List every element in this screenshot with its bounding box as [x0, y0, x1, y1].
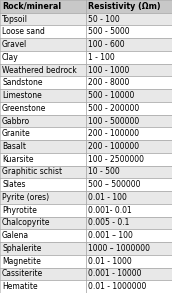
Bar [0, 13, 86, 25]
Bar [86, 166, 172, 178]
Bar [86, 280, 172, 293]
Bar [86, 38, 172, 51]
Bar [0, 25, 86, 38]
Bar [0, 255, 86, 268]
Text: Hematite: Hematite [2, 282, 38, 291]
Text: 0.01 - 1000: 0.01 - 1000 [88, 257, 132, 266]
Bar [0, 127, 86, 140]
Bar [86, 140, 172, 153]
Text: Granite: Granite [2, 129, 31, 138]
Text: Gabbro: Gabbro [2, 117, 30, 125]
Bar [0, 0, 86, 13]
Bar [0, 38, 86, 51]
Bar [0, 204, 86, 217]
Bar [86, 268, 172, 280]
Bar [0, 153, 86, 166]
Text: 0.001 – 100: 0.001 – 100 [88, 231, 133, 240]
Text: 0.01 - 100: 0.01 - 100 [88, 193, 127, 202]
Text: Chalcopyrite: Chalcopyrite [2, 219, 51, 227]
Text: Galena: Galena [2, 231, 29, 240]
Bar [0, 191, 86, 204]
Text: 50 - 100: 50 - 100 [88, 15, 120, 24]
Text: 10 - 500: 10 - 500 [88, 168, 120, 176]
Text: 200 - 100000: 200 - 100000 [88, 129, 139, 138]
Bar [0, 76, 86, 89]
Bar [86, 153, 172, 166]
Text: Topsoil: Topsoil [2, 15, 28, 24]
Text: Gravel: Gravel [2, 40, 27, 49]
Bar [86, 102, 172, 115]
Text: 1000 – 1000000: 1000 – 1000000 [88, 244, 150, 253]
Text: Kuarsite: Kuarsite [2, 155, 34, 164]
Text: Loose sand: Loose sand [2, 27, 45, 36]
Text: 200 - 100000: 200 - 100000 [88, 142, 139, 151]
Text: 0.001 - 10000: 0.001 - 10000 [88, 269, 142, 278]
Bar [86, 76, 172, 89]
Text: Graphitic schist: Graphitic schist [2, 168, 62, 176]
Text: Pyrite (ores): Pyrite (ores) [2, 193, 49, 202]
Text: 200 - 8000: 200 - 8000 [88, 78, 130, 87]
Text: Magnetite: Magnetite [2, 257, 41, 266]
Bar [0, 178, 86, 191]
Text: Cassiterite: Cassiterite [2, 269, 43, 278]
Text: Weathered bedrock: Weathered bedrock [2, 66, 77, 74]
Bar [0, 140, 86, 153]
Text: 500 - 10000: 500 - 10000 [88, 91, 135, 100]
Text: Slates: Slates [2, 180, 26, 189]
Text: 100 - 2500000: 100 - 2500000 [88, 155, 144, 164]
Bar [86, 51, 172, 64]
Text: 100 - 600: 100 - 600 [88, 40, 125, 49]
Text: 0.001- 0.01: 0.001- 0.01 [88, 206, 132, 215]
Text: 500 – 500000: 500 – 500000 [88, 180, 141, 189]
Bar [0, 51, 86, 64]
Bar [0, 89, 86, 102]
Text: 100 - 500000: 100 - 500000 [88, 117, 139, 125]
Bar [86, 217, 172, 229]
Text: 100 - 1000: 100 - 1000 [88, 66, 130, 74]
Bar [0, 166, 86, 178]
Bar [86, 229, 172, 242]
Text: Greenstone: Greenstone [2, 104, 46, 113]
Bar [86, 25, 172, 38]
Bar [86, 13, 172, 25]
Text: 1 - 100: 1 - 100 [88, 53, 115, 62]
Bar [0, 115, 86, 127]
Text: Sphalerite: Sphalerite [2, 244, 41, 253]
Text: Limestone: Limestone [2, 91, 42, 100]
Text: Clay: Clay [2, 53, 19, 62]
Bar [0, 280, 86, 293]
Bar [86, 0, 172, 13]
Bar [0, 229, 86, 242]
Text: Phyrotite: Phyrotite [2, 206, 37, 215]
Bar [0, 64, 86, 76]
Bar [0, 242, 86, 255]
Bar [86, 191, 172, 204]
Text: Resistivity (Ωm): Resistivity (Ωm) [88, 2, 161, 11]
Text: Sandstone: Sandstone [2, 78, 42, 87]
Text: 0.005 - 0.1: 0.005 - 0.1 [88, 219, 130, 227]
Bar [86, 242, 172, 255]
Bar [86, 178, 172, 191]
Bar [86, 64, 172, 76]
Text: Rock/mineral: Rock/mineral [2, 2, 61, 11]
Bar [86, 127, 172, 140]
Text: 0.01 - 1000000: 0.01 - 1000000 [88, 282, 146, 291]
Bar [86, 89, 172, 102]
Bar [0, 217, 86, 229]
Bar [86, 255, 172, 268]
Text: Basalt: Basalt [2, 142, 26, 151]
Bar [86, 115, 172, 127]
Bar [86, 204, 172, 217]
Text: 500 - 200000: 500 - 200000 [88, 104, 139, 113]
Bar [0, 268, 86, 280]
Bar [0, 102, 86, 115]
Text: 500 - 5000: 500 - 5000 [88, 27, 130, 36]
